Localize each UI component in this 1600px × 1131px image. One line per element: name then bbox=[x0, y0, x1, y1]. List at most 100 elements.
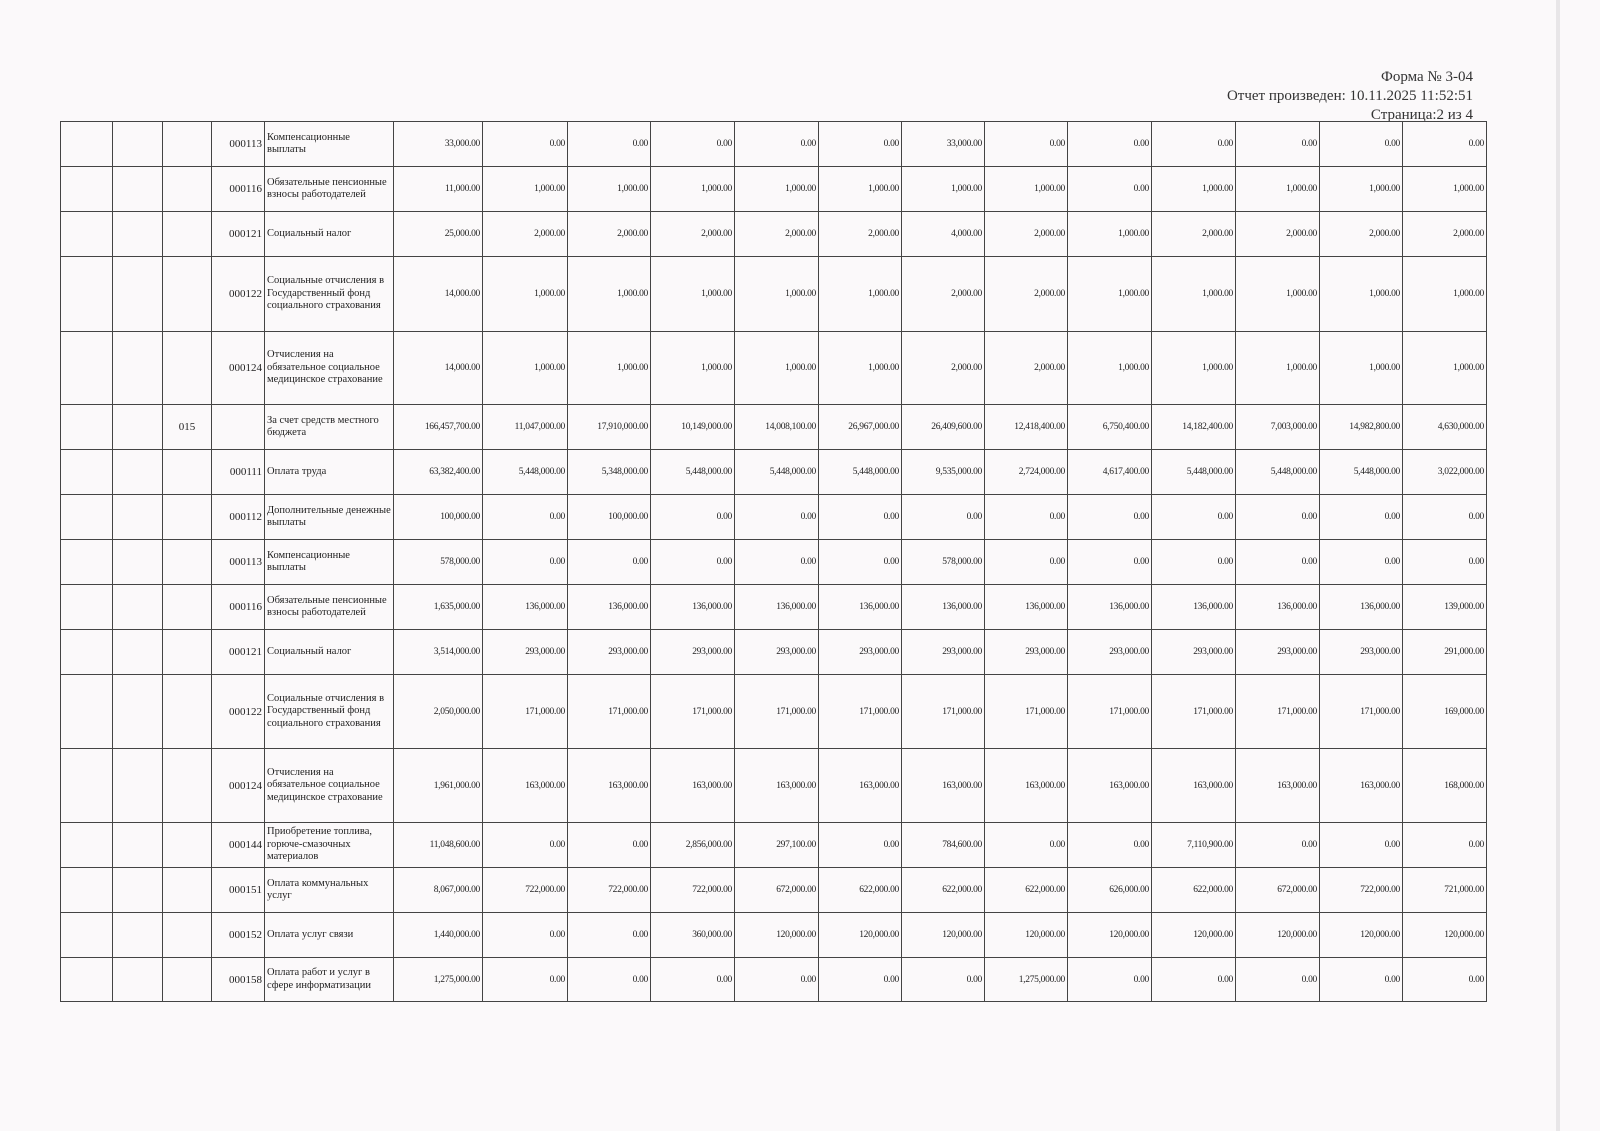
month-value-cell: 0.00 bbox=[901, 494, 985, 540]
month-value-cell: 0.00 bbox=[1151, 957, 1236, 1002]
month-value-cell: 2,000.00 bbox=[482, 211, 568, 257]
name-cell: Отчисления на обязательное социальное ме… bbox=[264, 331, 394, 405]
specifics-code-cell: 000152 bbox=[211, 912, 265, 958]
table-row: 000112 Дополнительные денежные выплаты 100… bbox=[60, 494, 1487, 540]
table-row: 000121 Социальный налог 3,514,000.00 293,00… bbox=[60, 629, 1487, 675]
month-value-cell: 1,000.00 bbox=[482, 331, 568, 405]
name-cell: Компенсационные выплаты bbox=[264, 121, 394, 167]
month-value-cell: 0.00 bbox=[1319, 494, 1403, 540]
table-row: 000151 Оплата коммунальных услуг 8,067,000… bbox=[60, 867, 1487, 913]
month-value-cell: 7,003,000.00 bbox=[1235, 404, 1320, 450]
month-value-cell: 0.00 bbox=[984, 494, 1068, 540]
month-value-cell: 0.00 bbox=[650, 494, 735, 540]
specifics-code-cell: 000113 bbox=[211, 121, 265, 167]
month-value-cell: 0.00 bbox=[984, 822, 1068, 868]
empty-cell bbox=[60, 166, 113, 212]
month-value-cell: 5,448,000.00 bbox=[482, 449, 568, 495]
month-value-cell: 1,000.00 bbox=[1067, 211, 1152, 257]
month-value-cell: 169,000.00 bbox=[1402, 674, 1487, 749]
month-value-cell: 5,448,000.00 bbox=[818, 449, 902, 495]
empty-cell bbox=[60, 449, 113, 495]
month-value-cell: 136,000.00 bbox=[1319, 584, 1403, 630]
month-value-cell: 0.00 bbox=[1235, 494, 1320, 540]
subprogram-cell bbox=[162, 331, 212, 405]
month-value-cell: 721,000.00 bbox=[1402, 867, 1487, 913]
empty-cell bbox=[112, 867, 163, 913]
month-value-cell: 0.00 bbox=[1067, 166, 1152, 212]
month-value-cell: 163,000.00 bbox=[567, 748, 651, 823]
total-cell: 33,000.00 bbox=[393, 121, 483, 167]
month-value-cell: 0.00 bbox=[482, 822, 568, 868]
month-value-cell: 0.00 bbox=[482, 494, 568, 540]
month-value-cell: 5,348,000.00 bbox=[567, 449, 651, 495]
month-value-cell: 293,000.00 bbox=[734, 629, 819, 675]
table-row: 000122 Социальные отчисления в Государств… bbox=[60, 256, 1487, 332]
month-value-cell: 1,000.00 bbox=[1402, 256, 1487, 332]
name-cell: За счет средств местного бюджета bbox=[264, 404, 394, 450]
specifics-code-cell: 000124 bbox=[211, 748, 265, 823]
month-value-cell: 120,000.00 bbox=[901, 912, 985, 958]
empty-cell bbox=[60, 211, 113, 257]
month-value-cell: 2,000.00 bbox=[901, 331, 985, 405]
month-value-cell: 0.00 bbox=[818, 121, 902, 167]
empty-cell bbox=[112, 331, 163, 405]
month-value-cell: 0.00 bbox=[984, 121, 1068, 167]
month-value-cell: 2,000.00 bbox=[1235, 211, 1320, 257]
month-value-cell: 622,000.00 bbox=[984, 867, 1068, 913]
table-row: 000124 Отчисления на обязательное социаль… bbox=[60, 331, 1487, 405]
month-value-cell: 293,000.00 bbox=[650, 629, 735, 675]
month-value-cell: 0.00 bbox=[567, 957, 651, 1002]
month-value-cell: 622,000.00 bbox=[818, 867, 902, 913]
form-number: Форма № 3-04 bbox=[1381, 69, 1473, 85]
month-value-cell: 0.00 bbox=[650, 121, 735, 167]
month-value-cell: 622,000.00 bbox=[901, 867, 985, 913]
specifics-code-cell: 000122 bbox=[211, 674, 265, 749]
month-value-cell: 1,275,000.00 bbox=[984, 957, 1068, 1002]
report-header: Форма № 3-04 Отчет произведен: 10.11.202… bbox=[1227, 68, 1473, 125]
month-value-cell: 163,000.00 bbox=[734, 748, 819, 823]
name-cell: Компенсационные выплаты bbox=[264, 539, 394, 585]
month-value-cell: 1,000.00 bbox=[1235, 331, 1320, 405]
month-value-cell: 1,000.00 bbox=[650, 166, 735, 212]
name-cell: Оплата услуг связи bbox=[264, 912, 394, 958]
month-value-cell: 0.00 bbox=[1235, 121, 1320, 167]
month-value-cell: 120,000.00 bbox=[818, 912, 902, 958]
total-cell: 1,275,000.00 bbox=[393, 957, 483, 1002]
specifics-code-cell: 000112 bbox=[211, 494, 265, 540]
table-row: 000111 Оплата труда 63,382,400.00 5,448,000… bbox=[60, 449, 1487, 495]
name-cell: Оплата коммунальных услуг bbox=[264, 867, 394, 913]
total-cell: 25,000.00 bbox=[393, 211, 483, 257]
empty-cell bbox=[60, 121, 113, 167]
empty-cell bbox=[112, 957, 163, 1002]
month-value-cell: 171,000.00 bbox=[1319, 674, 1403, 749]
month-value-cell: 0.00 bbox=[567, 539, 651, 585]
month-value-cell: 11,047,000.00 bbox=[482, 404, 568, 450]
month-value-cell: 136,000.00 bbox=[734, 584, 819, 630]
empty-cell bbox=[60, 748, 113, 823]
month-value-cell: 1,000.00 bbox=[1402, 166, 1487, 212]
month-value-cell: 672,000.00 bbox=[1235, 867, 1320, 913]
empty-cell bbox=[112, 912, 163, 958]
month-value-cell: 1,000.00 bbox=[567, 331, 651, 405]
month-value-cell: 0.00 bbox=[1319, 957, 1403, 1002]
month-value-cell: 5,448,000.00 bbox=[650, 449, 735, 495]
month-value-cell: 136,000.00 bbox=[1235, 584, 1320, 630]
month-value-cell: 171,000.00 bbox=[984, 674, 1068, 749]
total-cell: 578,000.00 bbox=[393, 539, 483, 585]
month-value-cell: 163,000.00 bbox=[1235, 748, 1320, 823]
month-value-cell: 293,000.00 bbox=[984, 629, 1068, 675]
month-value-cell: 0.00 bbox=[734, 539, 819, 585]
specifics-code-cell bbox=[211, 404, 265, 450]
month-value-cell: 9,535,000.00 bbox=[901, 449, 985, 495]
month-value-cell: 171,000.00 bbox=[482, 674, 568, 749]
month-value-cell: 1,000.00 bbox=[734, 331, 819, 405]
month-value-cell: 4,617,400.00 bbox=[1067, 449, 1152, 495]
month-value-cell: 0.00 bbox=[1319, 121, 1403, 167]
subprogram-cell bbox=[162, 957, 212, 1002]
empty-cell bbox=[112, 211, 163, 257]
specifics-code-cell: 000122 bbox=[211, 256, 265, 332]
month-value-cell: 1,000.00 bbox=[1151, 166, 1236, 212]
empty-cell bbox=[112, 629, 163, 675]
specifics-code-cell: 000151 bbox=[211, 867, 265, 913]
month-value-cell: 0.00 bbox=[567, 912, 651, 958]
